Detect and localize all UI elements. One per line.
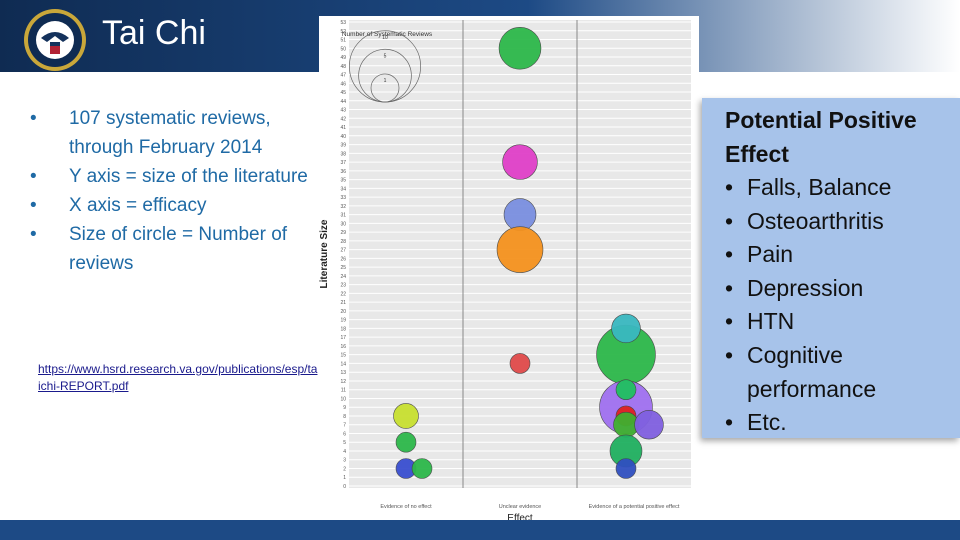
bullet-item: Size of circle = Number of reviews: [30, 220, 320, 278]
bubble: [411, 458, 433, 479]
x-category-label: Unclear evidence: [499, 504, 542, 510]
y-axis-label: Literature Size: [319, 219, 330, 288]
y-tick-label: 41: [340, 125, 346, 131]
bullet-item: X axis = efficacy: [30, 191, 320, 220]
bubble: [503, 198, 537, 231]
callout-item: Cognitive performance: [725, 339, 960, 406]
y-tick-label: 37: [340, 160, 346, 166]
y-tick-label: 40: [340, 134, 346, 140]
bullet-item: Y axis = size of the literature: [30, 162, 320, 191]
bubble: [615, 458, 637, 479]
legend-title: Number of Systematic Reviews: [342, 31, 433, 38]
y-tick-label: 3: [343, 458, 346, 464]
bubble-chart: 0 1 2 3 4 5 6 7 8 9 10 11 12 13 14 15 16 17 18 19 20 21 22 23 24…: [319, 16, 699, 524]
y-tick-label: 16: [340, 344, 346, 350]
y-tick-label: 12: [340, 379, 346, 385]
y-tick-label: 19: [340, 318, 346, 324]
y-tick-label: 30: [340, 221, 346, 227]
y-tick-label: 26: [340, 256, 346, 262]
callout-title-line2: Effect: [725, 141, 789, 167]
callout-list: Falls, Balance Osteoarthritis Pain Depre…: [725, 171, 960, 440]
y-tick-label: 11: [341, 388, 346, 394]
y-tick-label: 46: [340, 81, 346, 87]
callout-item: Etc.: [725, 406, 960, 440]
legend-size-label: 10: [382, 35, 388, 41]
y-tick-label: 36: [340, 169, 346, 175]
y-tick-label: 18: [340, 326, 346, 332]
y-tick-label: 38: [340, 151, 346, 157]
bubble: [393, 403, 419, 429]
y-tick-label: 8: [343, 414, 346, 420]
y-tick-label: 48: [340, 64, 346, 70]
callout-title-line1: Potential Positive: [725, 107, 917, 133]
callout-item: Pain: [725, 238, 960, 272]
y-tick-label: 7: [343, 423, 346, 429]
y-tick-label: 28: [340, 239, 346, 245]
x-axis-label: Effect: [507, 513, 533, 522]
y-tick-label: 33: [340, 195, 346, 201]
bubble: [611, 313, 641, 344]
bubble: [502, 144, 538, 180]
y-tick-label: 2: [343, 466, 346, 472]
bubble: [634, 410, 664, 440]
bullet-list: 107 systematic reviews, through February…: [30, 104, 320, 278]
y-tick-label: 47: [340, 73, 346, 79]
y-tick-label: 32: [340, 204, 346, 210]
va-seal-icon: [24, 9, 86, 71]
bubble: [498, 26, 542, 70]
y-tick-label: 4: [343, 449, 346, 455]
y-tick-label: 39: [340, 143, 346, 149]
y-tick-label: 25: [340, 265, 346, 271]
y-tick-label: 35: [340, 178, 346, 184]
x-category-label: Evidence of no effect: [380, 504, 432, 510]
y-tick-label: 43: [340, 108, 346, 114]
legend-size-label: 5: [384, 53, 387, 59]
bullet-item: 107 systematic reviews, through February…: [30, 104, 320, 162]
legend-size-label: 1: [384, 78, 387, 84]
y-tick-label: 44: [340, 99, 346, 105]
y-tick-label: 9: [343, 405, 346, 411]
bubble: [496, 226, 544, 273]
positive-effect-callout: Potential Positive Effect Falls, Balance…: [702, 98, 960, 440]
x-category-label: Evidence of a potential positive effect: [589, 504, 680, 510]
y-tick-label: 34: [340, 186, 346, 192]
report-link[interactable]: https://www.hsrd.research.va.gov/publica…: [38, 362, 318, 393]
slide-title: Tai Chi: [102, 14, 206, 52]
y-tick-label: 13: [340, 370, 346, 376]
bubble: [509, 353, 531, 374]
y-tick-label: 42: [340, 116, 346, 122]
y-tick-label: 24: [340, 274, 346, 280]
y-tick-label: 51: [340, 38, 346, 44]
y-tick-label: 5: [343, 440, 346, 446]
y-tick-label: 10: [340, 396, 346, 402]
bubble-chart-svg: 0123456789101112131415161718192021222324…: [319, 16, 699, 524]
y-tick-label: 23: [340, 283, 346, 289]
y-tick-label: 15: [340, 353, 346, 359]
y-tick-label: 53: [340, 20, 346, 26]
y-tick-label: 14: [340, 361, 346, 367]
y-tick-label: 20: [340, 309, 346, 315]
y-tick-label: 49: [340, 55, 346, 61]
callout-title: Potential Positive Effect: [725, 103, 917, 171]
y-tick-label: 45: [340, 90, 346, 96]
y-tick-label: 27: [340, 248, 346, 254]
bubble: [395, 431, 417, 453]
callout-item: HTN: [725, 305, 960, 339]
y-tick-label: 50: [340, 46, 346, 52]
y-tick-label: 1: [343, 475, 346, 481]
y-tick-label: 6: [343, 431, 346, 437]
y-tick-label: 22: [340, 291, 346, 297]
callout-item: Osteoarthritis: [725, 205, 960, 239]
y-tick-label: 52: [340, 29, 346, 35]
legend-circle: [370, 73, 400, 103]
slide-footer: [0, 520, 960, 540]
y-tick-label: 0: [343, 484, 346, 490]
y-tick-label: 29: [340, 230, 346, 236]
bubble: [615, 379, 637, 400]
y-tick-label: 17: [340, 335, 346, 341]
y-tick-label: 21: [340, 300, 346, 306]
callout-item: Depression: [725, 272, 960, 306]
y-tick-label: 31: [340, 213, 346, 219]
callout-item: Falls, Balance: [725, 171, 960, 205]
